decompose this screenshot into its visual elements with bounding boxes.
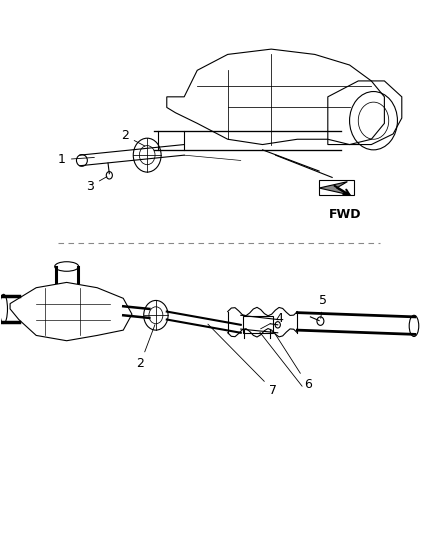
Text: 6: 6 (275, 334, 312, 391)
Text: 7: 7 (208, 324, 277, 397)
Text: 2: 2 (121, 129, 145, 146)
Text: 5: 5 (319, 294, 327, 318)
Text: 4: 4 (261, 312, 283, 329)
Text: 3: 3 (86, 176, 107, 192)
Polygon shape (319, 182, 347, 195)
Text: 1: 1 (58, 153, 94, 166)
Text: FWD: FWD (329, 208, 361, 221)
Text: 2: 2 (136, 325, 155, 370)
